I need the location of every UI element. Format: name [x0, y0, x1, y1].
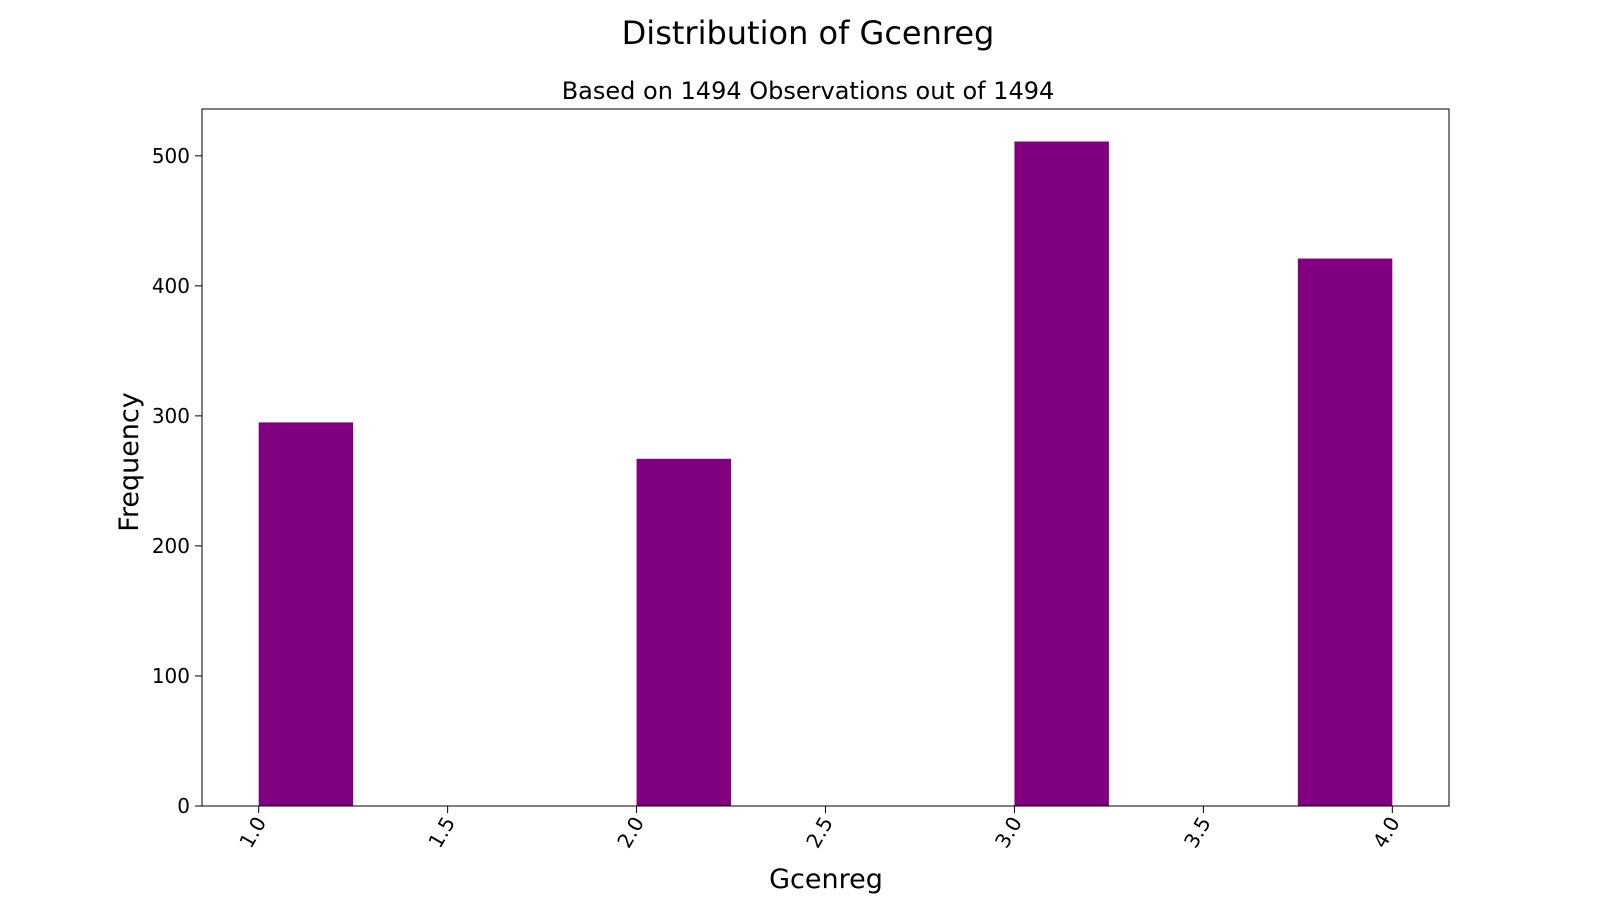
bar-1 — [258, 422, 354, 806]
y-tick-label: 300 — [152, 404, 190, 428]
y-tick-label: 0 — [177, 794, 190, 818]
y-tick-label: 500 — [152, 144, 190, 168]
bar-4 — [1297, 258, 1393, 806]
y-tick-label: 400 — [152, 274, 190, 298]
y-tick-label: 200 — [152, 534, 190, 558]
x-axis-label: Gcenreg — [769, 864, 883, 895]
chart-title: Distribution of Gcenreg — [622, 14, 995, 52]
bar-3 — [1014, 141, 1109, 806]
x-axis-ticks: 1.0 1.5 2.0 2.5 3.0 3.5 4.0 — [234, 806, 1405, 853]
x-tick-label: 4.0 — [1368, 813, 1405, 853]
chart-subtitle: Based on 1494 Observations out of 1494 — [562, 77, 1055, 105]
x-tick-label: 3.0 — [990, 813, 1027, 853]
x-tick-label: 3.5 — [1179, 813, 1216, 853]
bar-2 — [636, 458, 732, 806]
x-tick-label: 1.0 — [234, 813, 271, 853]
x-tick-label: 2.5 — [801, 813, 838, 853]
y-tick-label: 100 — [152, 664, 190, 688]
bars-group — [258, 141, 1393, 806]
y-axis-ticks: 0 100 200 300 400 500 — [152, 144, 202, 818]
y-axis-label: Frequency — [114, 392, 145, 532]
plot-frame — [201, 108, 1450, 807]
x-tick-label: 1.5 — [423, 813, 460, 853]
x-tick-label: 2.0 — [612, 813, 649, 853]
